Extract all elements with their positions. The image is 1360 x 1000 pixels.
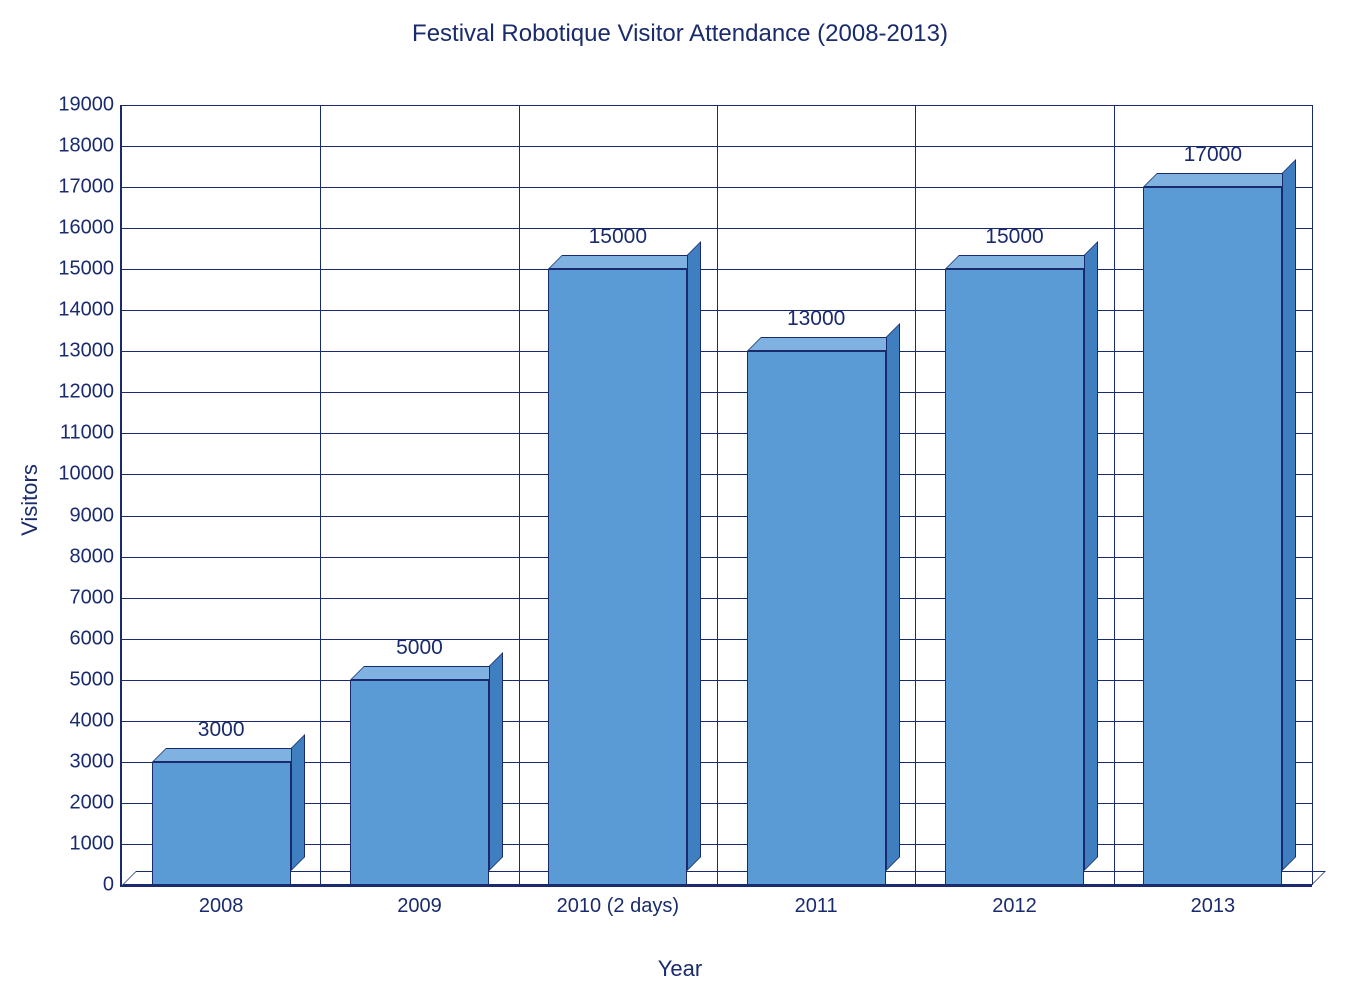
bar-side (489, 652, 503, 871)
y-axis-title: Visitors (17, 464, 43, 536)
bar-face (350, 680, 489, 885)
bar-value-label: 15000 (985, 225, 1043, 249)
y-tick-label: 2000 (70, 791, 123, 814)
x-tick-label: 2010 (2 days) (557, 885, 679, 918)
bar-top (152, 748, 305, 762)
bar-top (747, 337, 900, 351)
grid-line-vertical (1114, 105, 1115, 885)
bar-side (687, 241, 701, 871)
y-tick-label: 8000 (70, 545, 123, 568)
bar-top (945, 255, 1098, 269)
y-tick-label: 12000 (58, 381, 122, 404)
x-tick-label: 2008 (199, 885, 244, 918)
grid-line-vertical (717, 105, 718, 885)
y-tick-label: 5000 (70, 668, 123, 691)
grid-line-vertical (519, 105, 520, 885)
grid-line-vertical (1312, 105, 1313, 885)
bar-value-label: 3000 (198, 718, 245, 742)
x-tick-label: 2013 (1191, 885, 1236, 918)
y-tick-label: 1000 (70, 832, 123, 855)
bar: 13000 (747, 351, 886, 885)
y-tick-label: 18000 (58, 135, 122, 158)
grid-line-vertical (915, 105, 916, 885)
bar-value-label: 17000 (1184, 143, 1242, 167)
plot-area: 0100020003000400050006000700080009000100… (120, 105, 1312, 887)
bar-face (945, 269, 1084, 885)
y-tick-label: 11000 (60, 422, 122, 445)
bar: 17000 (1143, 187, 1282, 885)
bar: 3000 (152, 762, 291, 885)
bar-face (152, 762, 291, 885)
y-tick-label: 7000 (70, 586, 123, 609)
bar-top (350, 666, 503, 680)
bar-side (291, 734, 305, 871)
y-tick-label: 10000 (58, 463, 122, 486)
x-tick-label: 2012 (992, 885, 1037, 918)
bar-face (1143, 187, 1282, 885)
bar: 15000 (945, 269, 1084, 885)
bar-value-label: 15000 (589, 225, 647, 249)
grid-line-vertical (320, 105, 321, 885)
bar-side (886, 323, 900, 871)
bar: 15000 (548, 269, 687, 885)
bar-top (548, 255, 701, 269)
bar: 5000 (350, 680, 489, 885)
y-tick-label: 17000 (58, 176, 122, 199)
y-tick-label: 19000 (58, 94, 122, 117)
bar-top (1143, 173, 1296, 187)
x-tick-label: 2009 (397, 885, 442, 918)
chart-title: Festival Robotique Visitor Attendance (2… (0, 20, 1360, 48)
bar-face (747, 351, 886, 885)
y-tick-label: 16000 (58, 217, 122, 240)
chart-container: Festival Robotique Visitor Attendance (2… (0, 0, 1360, 1000)
y-tick-label: 0 (103, 874, 122, 897)
bar-side (1282, 159, 1296, 871)
bar-value-label: 5000 (396, 636, 443, 660)
y-tick-label: 15000 (58, 258, 122, 281)
x-axis-title: Year (658, 956, 702, 982)
bar-value-label: 13000 (787, 307, 845, 331)
y-tick-label: 4000 (70, 709, 123, 732)
y-tick-label: 13000 (58, 340, 122, 363)
bar-face (548, 269, 687, 885)
y-tick-label: 9000 (70, 504, 123, 527)
x-tick-label: 2011 (795, 885, 838, 918)
y-tick-label: 3000 (70, 750, 123, 773)
y-tick-label: 6000 (70, 627, 123, 650)
bar-side (1084, 241, 1098, 871)
y-tick-label: 14000 (58, 299, 122, 322)
